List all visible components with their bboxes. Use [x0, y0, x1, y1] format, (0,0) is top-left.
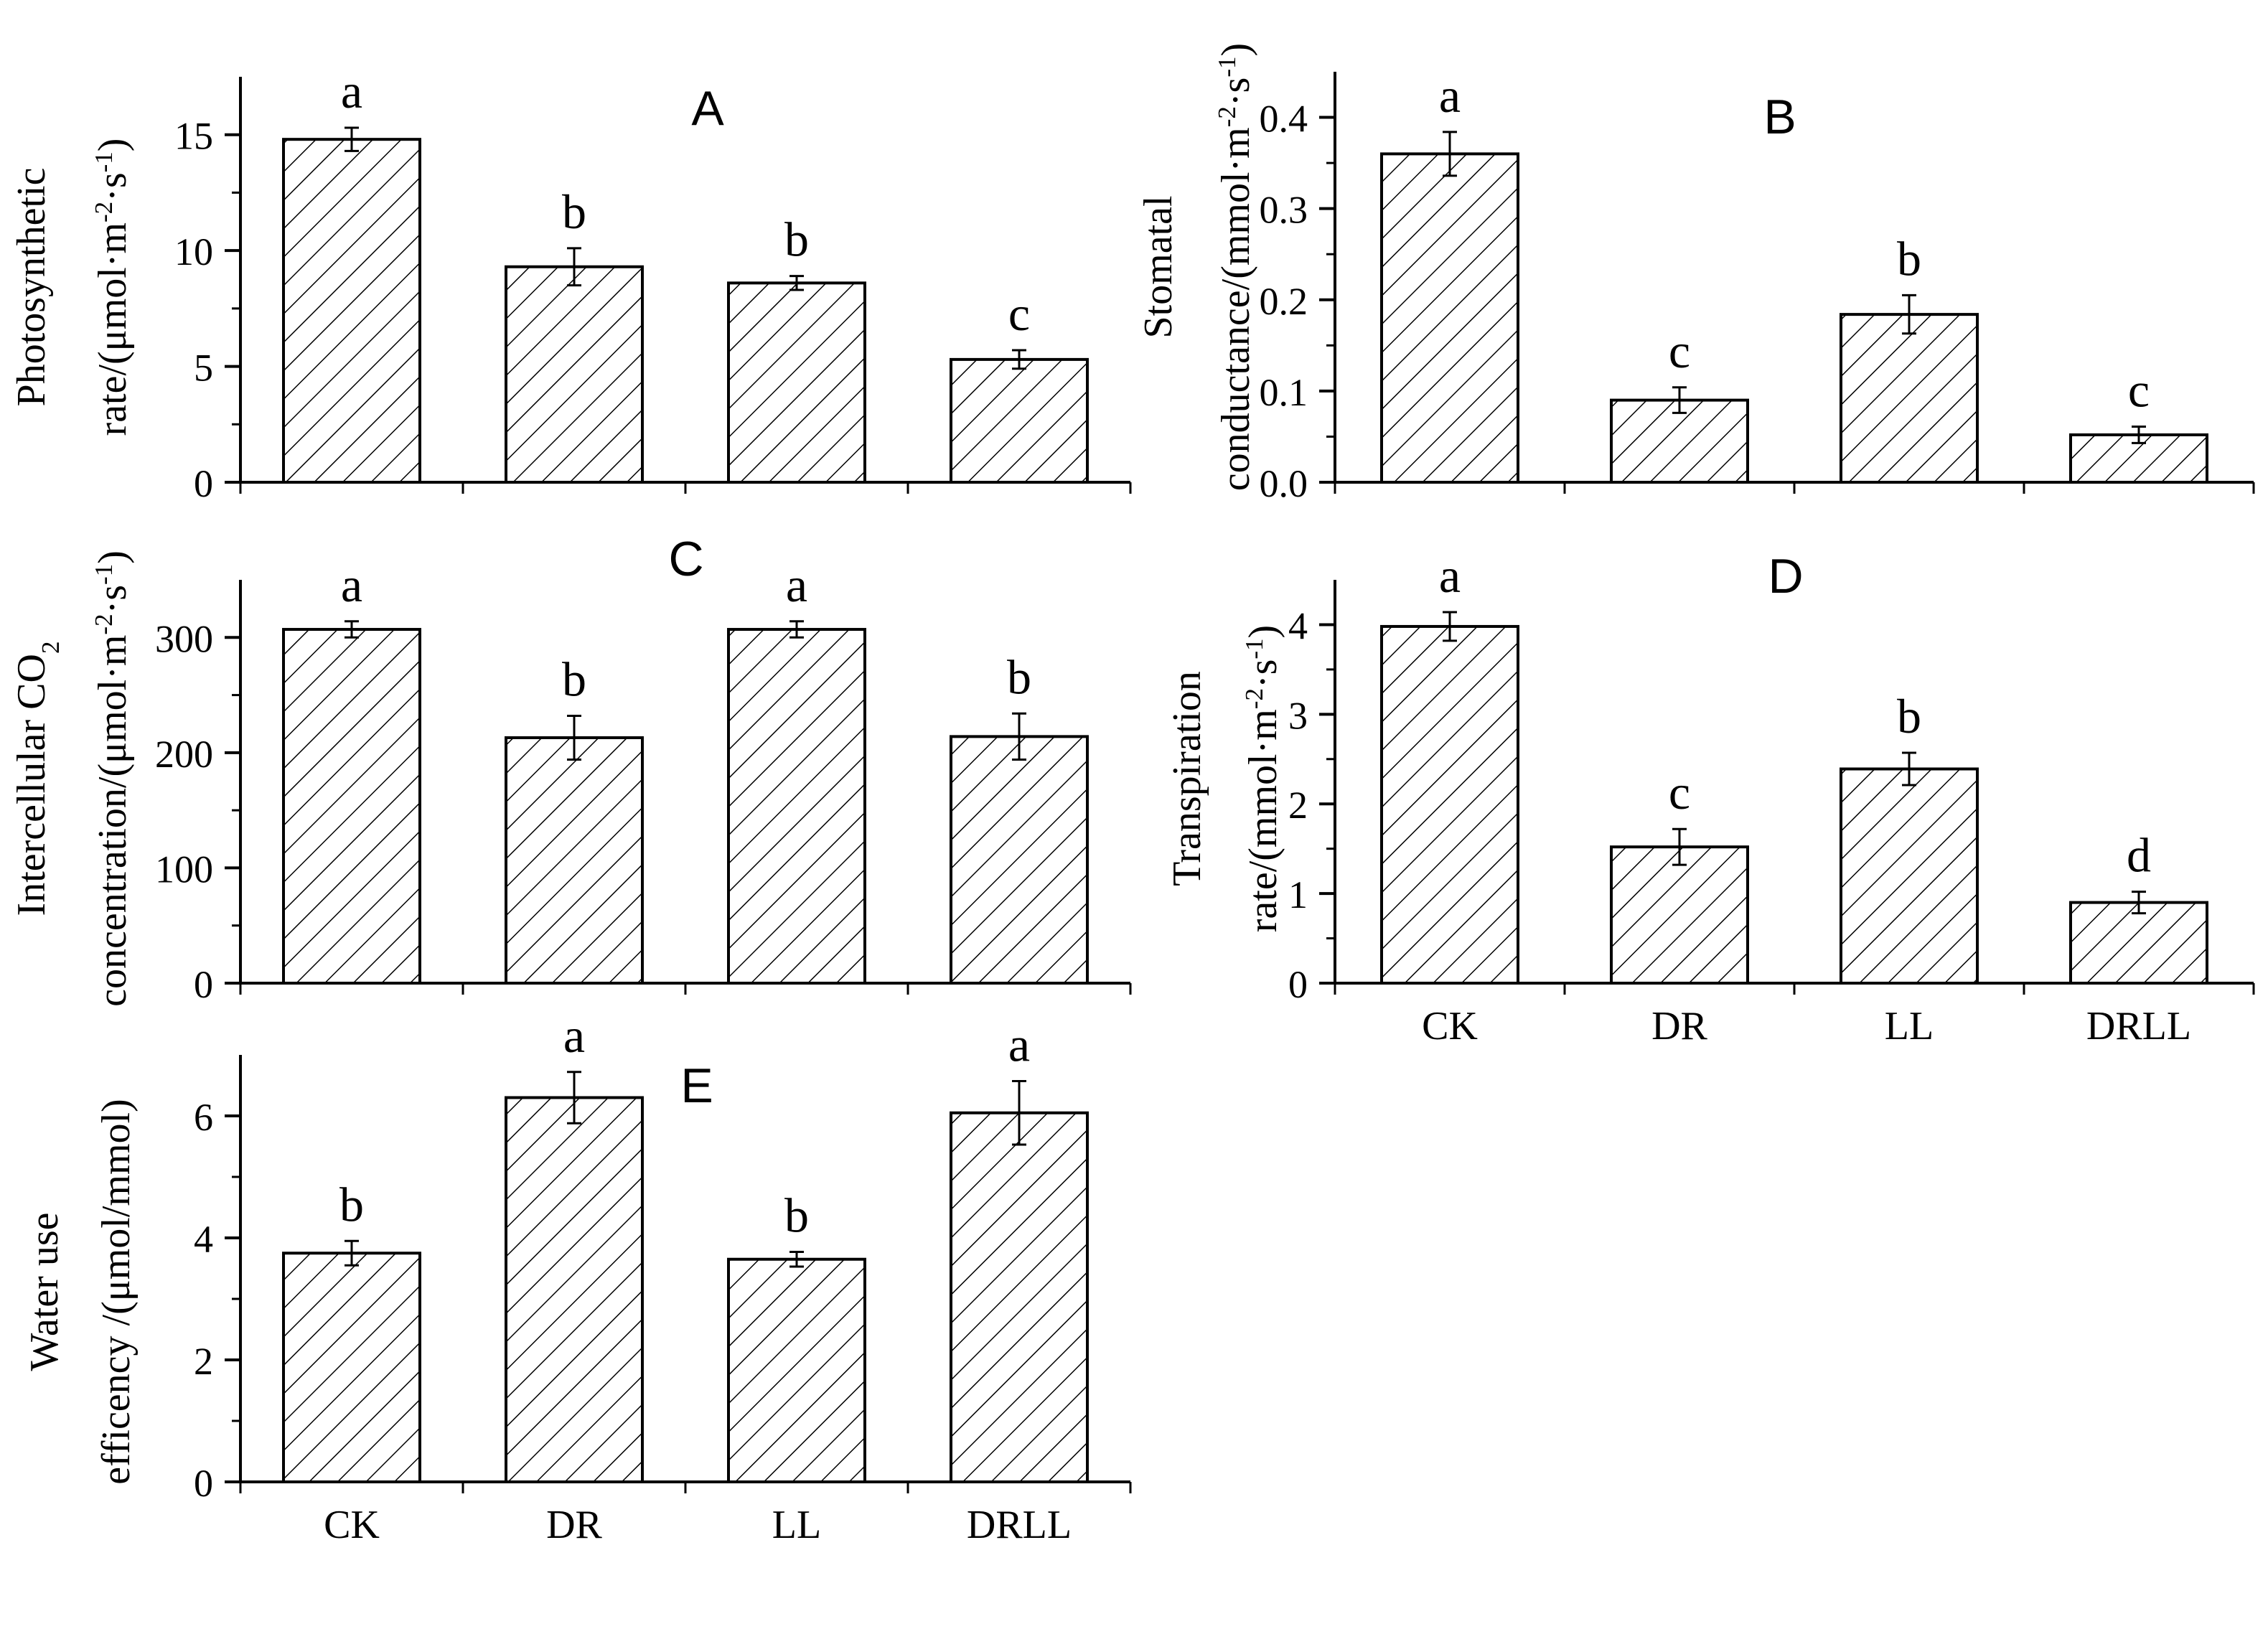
panel-e-bar-dr — [505, 1096, 644, 1483]
panel-e-category-label: DRLL — [967, 1503, 1072, 1547]
panel-a-bar-drll — [950, 357, 1089, 484]
panel-e-y-tick-label: 4 — [194, 1218, 213, 1261]
panel-e: 0 2 4 6 b CK a DR b LL a DRLL E Water use efficency /(… — [22, 1008, 1132, 1547]
panel-d-y-tick-label: 3 — [1288, 694, 1308, 737]
panel-c-y-tick-label: 300 — [155, 617, 213, 660]
panel-d-y-axis-label: rate/(mmol·m-2·s-1) — [1240, 625, 1286, 932]
panel-a-y-tick-label: 0 — [194, 462, 213, 505]
panel-e-y-tick-label: 0 — [194, 1462, 213, 1505]
panel-c-y-axis-label: concentration/(μmol·m-2·s-1) — [90, 550, 136, 1007]
panel-a-y-tick-label: 15 — [174, 115, 213, 158]
panel-b-y-tick-label: 0.3 — [1260, 189, 1308, 232]
panel-a-y-axis-label: rate/(μmol·m-2·s-1) — [90, 139, 136, 436]
panel-d-category-label: LL — [1885, 1004, 1934, 1048]
panel-c-significance-letter: b — [562, 652, 586, 706]
panel-a-bar-ck — [282, 138, 421, 484]
panel-e-category-label: DR — [546, 1503, 602, 1547]
panel-e-y-tick-label: 6 — [194, 1096, 213, 1139]
panel-c-significance-letter: a — [341, 558, 362, 612]
panel-c-y-tick-label: 0 — [194, 963, 213, 1006]
panel-d-y-tick-label: 0 — [1288, 963, 1308, 1006]
panel-e-significance-letter: a — [1008, 1018, 1030, 1072]
panel-e-title: E — [680, 1058, 713, 1113]
panel-d-y-axis-label: Transpiration — [1165, 671, 1209, 886]
panel-d-bar-drll — [2069, 901, 2208, 985]
panel-d-category-label: CK — [1422, 1004, 1478, 1048]
panel-a-title: A — [691, 81, 724, 136]
panel-e-bar-ck — [282, 1252, 421, 1483]
panel-e-y-axis-label: efficency /(μmol/mmol) — [94, 1099, 139, 1485]
panel-e-bar-drll — [950, 1111, 1089, 1483]
panel-b-y-tick-label: 0.4 — [1260, 98, 1308, 141]
panel-b-y-tick-label: 0.2 — [1260, 280, 1308, 323]
panel-e-bar-ll — [727, 1257, 866, 1483]
panel-d-significance-letter: a — [1439, 548, 1461, 603]
panel-a-bar-dr — [505, 265, 644, 484]
panel-d-category-label: DR — [1651, 1004, 1707, 1048]
panel-a-y-axis-label: Photosynthetic — [9, 168, 54, 407]
panel-d-title: D — [1768, 549, 1803, 604]
panel-e-y-axis-label: Water use — [22, 1213, 67, 1371]
panel-c-y-tick-label: 100 — [155, 848, 213, 891]
panel-d-y-tick-label: 1 — [1288, 873, 1308, 916]
panel-b-significance-letter: c — [1669, 324, 1690, 378]
panel-d-bar-dr — [1610, 845, 1749, 985]
panel-d-significance-letter: d — [2127, 828, 2151, 883]
panel-a-significance-letter: a — [341, 64, 362, 118]
panel-c-y-axis-label: Intercellular CO2 — [9, 642, 65, 916]
panel-d-significance-letter: b — [1897, 689, 1921, 743]
panel-b-significance-letter: b — [1897, 231, 1921, 286]
panel-a-bar-ll — [727, 281, 866, 484]
panel-a-significance-letter: b — [562, 184, 586, 239]
panel-c-significance-letter: b — [1007, 649, 1031, 704]
panel-a-y-tick-label: 10 — [174, 230, 213, 273]
panel-e-significance-letter: b — [339, 1177, 364, 1231]
panel-b: 0.0 0.1 0.2 0.3 0.4 a c b c B Stomatal conductance/… — [1136, 43, 2255, 505]
panel-d-bar-ck — [1380, 624, 1519, 985]
panel-a-y-tick-label: 5 — [194, 347, 213, 390]
panel-c-bar-ll — [727, 628, 866, 985]
panel-c-bar-ck — [282, 628, 421, 985]
panel-a-significance-letter: c — [1008, 286, 1030, 341]
panel-d: 0 1 2 3 4 a CK c DR b LL d DRLL D Transpiration rate/(m… — [1165, 548, 2255, 1048]
panel-c-significance-letter: a — [786, 558, 807, 612]
panel-b-significance-letter: c — [2128, 362, 2150, 417]
panel-e-category-label: LL — [772, 1503, 821, 1547]
panel-e-category-label: CK — [324, 1503, 380, 1547]
panel-e-significance-letter: b — [784, 1188, 809, 1243]
panel-b-y-axis-label: Stomatal — [1136, 195, 1181, 338]
panel-b-bar-ll — [1840, 313, 1979, 484]
panel-b-y-axis-label: conductance/(mmol·m-2·s-1) — [1213, 43, 1259, 491]
panel-d-bar-ll — [1840, 767, 1979, 985]
panel-b-title: B — [1763, 90, 1796, 144]
panel-b-significance-letter: a — [1439, 68, 1461, 123]
panel-d-category-label: DRLL — [2086, 1004, 2191, 1048]
panel-a-significance-letter: b — [784, 212, 809, 267]
panel-c: 0 100 200 300 a b a b C Intercellular CO2 concentr… — [9, 532, 1132, 1007]
panel-d-significance-letter: c — [1669, 765, 1690, 820]
panel-d-y-tick-label: 4 — [1288, 604, 1308, 647]
panel-e-y-tick-label: 2 — [194, 1340, 213, 1383]
panel-e-significance-letter: a — [563, 1008, 585, 1063]
panel-b-bar-ck — [1380, 152, 1519, 484]
panel-c-y-tick-label: 200 — [155, 733, 213, 776]
panel-c-title: C — [668, 532, 703, 586]
panel-a: 0 5 10 15 a b b c A Photosynthetic rate/(μmol·m-2·… — [9, 64, 1132, 505]
panel-c-bar-dr — [505, 736, 644, 985]
panel-d-y-tick-label: 2 — [1288, 784, 1308, 827]
panel-b-y-tick-label: 0.1 — [1260, 371, 1308, 414]
panel-c-bar-drll — [950, 735, 1089, 985]
panel-b-y-tick-label: 0.0 — [1260, 462, 1308, 505]
